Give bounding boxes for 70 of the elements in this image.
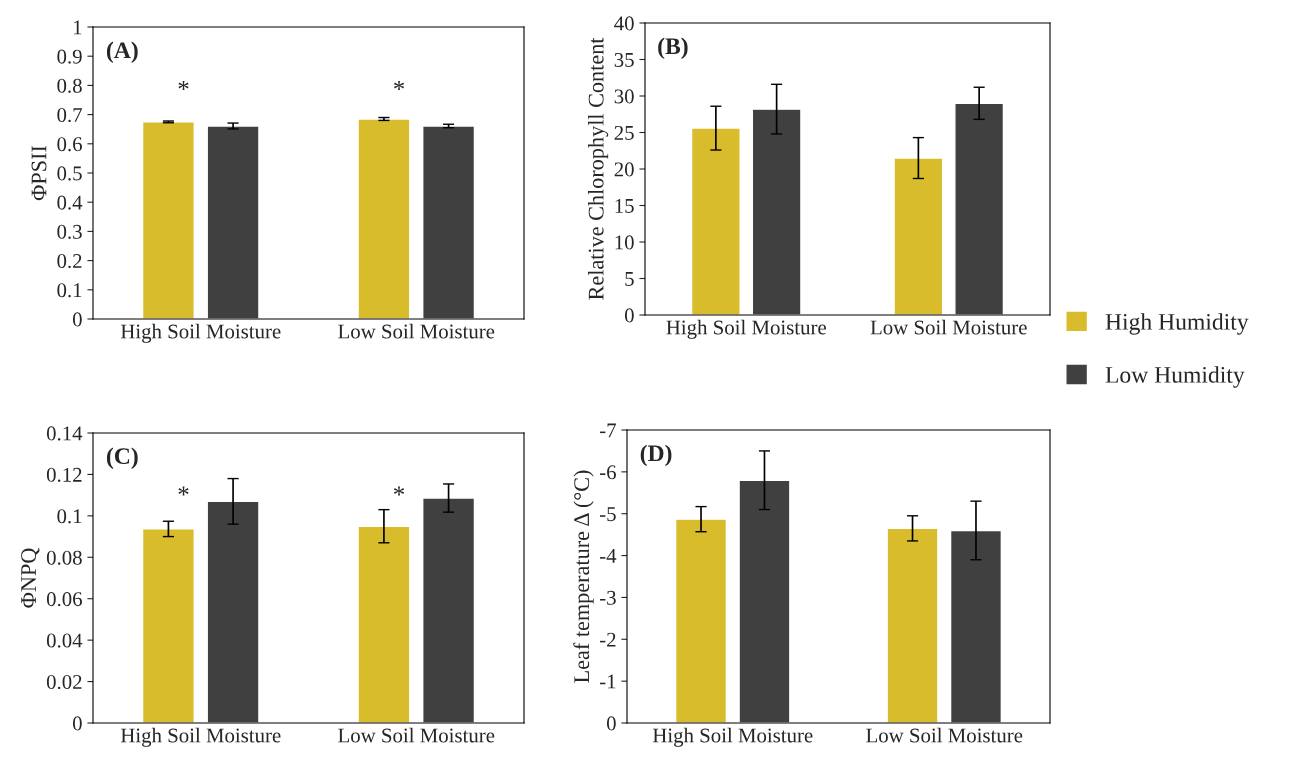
y-tick-label: 0 <box>72 312 82 327</box>
annotation: * <box>393 486 405 496</box>
legend-label: Low Humidity <box>1105 366 1245 388</box>
x-tick-label: High Soil Moisture <box>666 319 826 339</box>
bar <box>893 157 944 315</box>
y-tick-label: 0.6 <box>57 137 82 152</box>
y-tick-label: 0.14 <box>46 426 83 441</box>
y-tick-label: 30 <box>614 89 634 104</box>
y-tick-label: 0.1 <box>57 509 82 524</box>
y-tick-label: 40 <box>614 16 634 31</box>
y-tick-label: 0.5 <box>57 166 82 181</box>
bar <box>690 127 741 315</box>
bar <box>357 118 411 319</box>
bar <box>141 528 195 723</box>
annotation: * <box>178 80 189 91</box>
y-tick-label: 0.2 <box>57 253 82 269</box>
y-tick-label: 0.06 <box>46 592 82 607</box>
y-tick-label: 35 <box>614 52 634 67</box>
x-tick-label: High Soil Moisture <box>120 323 281 343</box>
y-axis-title: Relative Chlorophyll Content <box>587 37 609 300</box>
bar <box>422 497 476 723</box>
y-tick-label: -7 <box>600 423 616 438</box>
y-tick-label: 0.04 <box>46 633 83 648</box>
x-tick-label: Low Soil Moisture <box>338 727 495 743</box>
text: (B) <box>658 37 688 60</box>
y-tick-label: 0 <box>606 716 616 731</box>
y-axis-title: ΦNPQ <box>21 548 40 608</box>
y-tick-label: 5 <box>625 272 634 286</box>
y-tick-label: 0 <box>72 716 82 731</box>
text: (A) <box>106 41 138 64</box>
y-tick-label: 10 <box>615 235 634 250</box>
x-tick-label: High Soil Moisture <box>652 727 813 747</box>
y-tick-label: 0.8 <box>57 78 82 93</box>
x-tick-label: Low Soil Moisture <box>338 323 495 339</box>
y-tick-label: 0.9 <box>57 49 82 64</box>
bar <box>751 108 802 315</box>
y-tick-label: -5 <box>600 507 616 522</box>
y-tick-label: 25 <box>614 125 634 140</box>
y-tick-label: 20 <box>614 162 634 177</box>
bar <box>954 102 1005 315</box>
x-tick-label: Low Soil Moisture <box>866 727 1023 743</box>
x-tick-label: High Soil Moisture <box>120 727 281 747</box>
y-tick-label: 0.4 <box>57 195 83 210</box>
y-tick-label: -1 <box>600 674 616 689</box>
y-tick-label: 0 <box>624 308 634 323</box>
y-tick-label: 15 <box>615 198 634 213</box>
y-tick-label: 0.3 <box>57 224 82 239</box>
bar <box>357 525 411 723</box>
y-tick-label: 0.08 <box>46 550 82 565</box>
y-tick-label: -6 <box>600 465 616 480</box>
text: (C) <box>106 447 138 469</box>
y-tick-label: 0.12 <box>46 467 82 482</box>
legend-label: High Humidity <box>1105 313 1249 335</box>
text: (D) <box>640 444 672 467</box>
annotation: * <box>178 486 189 496</box>
y-tick-label: 0.7 <box>57 107 82 123</box>
bar <box>422 125 476 319</box>
bar <box>141 121 195 319</box>
y-axis-title: Leaf temperature Δ (°C) <box>573 470 594 683</box>
y-tick-label: -4 <box>600 549 617 563</box>
annotation: * <box>393 80 405 91</box>
y-tick-label: -2 <box>600 632 616 647</box>
y-tick-label: 0.02 <box>46 674 82 690</box>
y-tick-label: -3 <box>600 590 616 605</box>
x-tick-label: Low Soil Moisture <box>870 319 1027 335</box>
y-axis-title: ΦPSII <box>31 145 47 201</box>
y-tick-label: 1 <box>74 20 82 35</box>
bar <box>206 500 260 723</box>
bar <box>206 125 260 319</box>
y-tick-label: 0.1 <box>57 283 82 298</box>
